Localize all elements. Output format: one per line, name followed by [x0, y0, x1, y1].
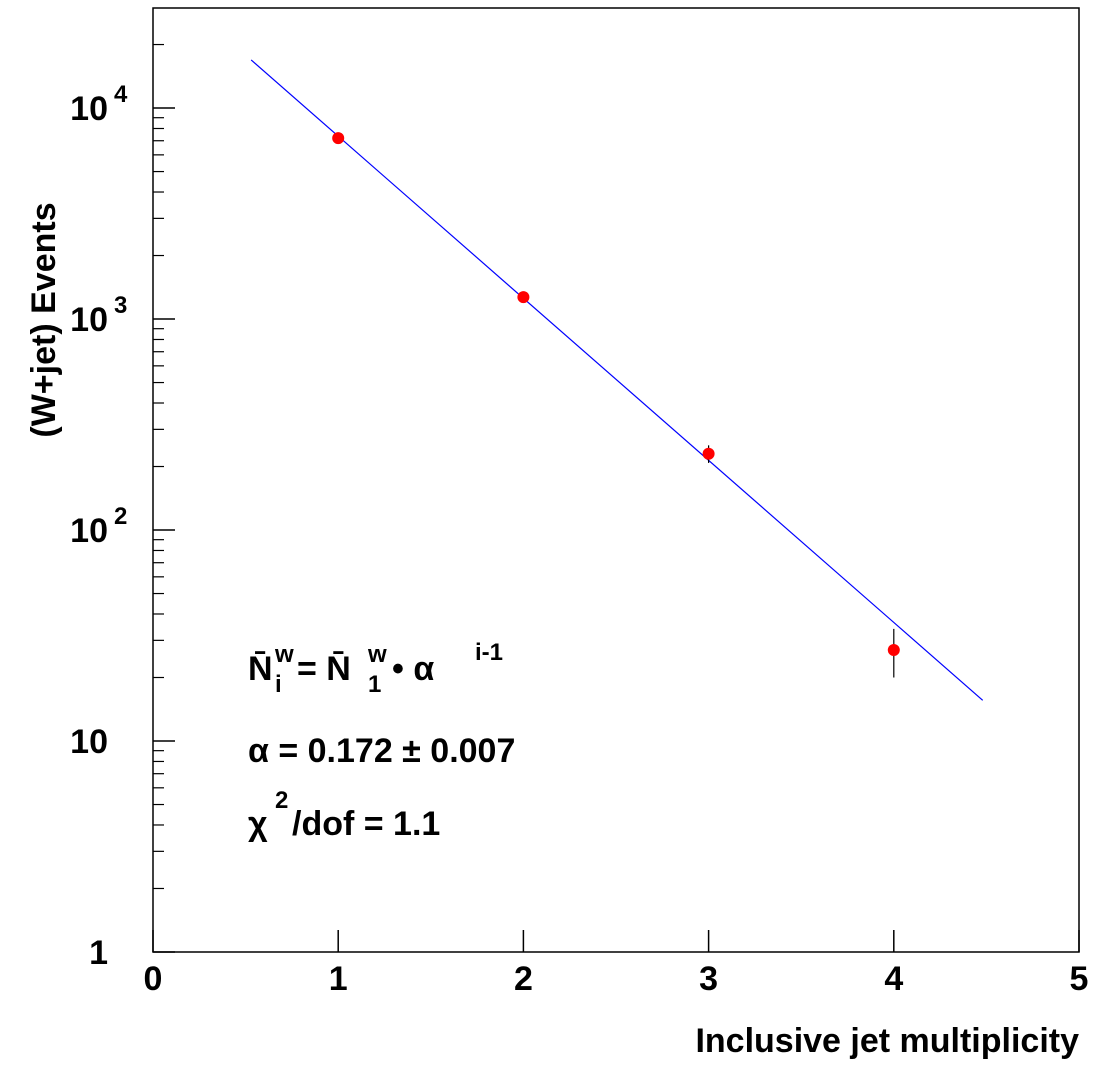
annotation-sup: w — [274, 641, 294, 668]
x-tick-label: 1 — [329, 960, 348, 998]
y-tick-label: 10 — [70, 723, 108, 761]
plot-frame — [152, 7, 1080, 953]
annotation-base: α = 0.172 ± 0.007 — [248, 732, 515, 770]
x-tick-label: 3 — [699, 960, 718, 998]
x-tick-label: 2 — [514, 960, 533, 998]
x-tick-label: 4 — [884, 960, 903, 998]
y-tick-exponent: 4 — [114, 81, 128, 108]
y-axis-title: (W+jet) Events — [25, 202, 63, 437]
annotation-base: χ — [248, 805, 268, 843]
x-tick-label: 5 — [1070, 960, 1089, 998]
data-point — [517, 291, 530, 304]
fit-line — [250, 59, 984, 701]
y-tick-label: 10 — [70, 301, 108, 339]
annotation-sup: 2 — [275, 787, 288, 814]
x-axis-title: Inclusive jet multiplicity — [695, 1022, 1079, 1060]
data-point — [887, 644, 900, 657]
y-tick-exponent: 3 — [114, 292, 127, 319]
y-tick-label: 1 — [89, 934, 108, 972]
annotation-sup: i-1 — [475, 639, 503, 666]
y-tick-exponent: 2 — [114, 503, 127, 530]
annotation-sup: w — [367, 641, 387, 668]
x-tick-label: 0 — [144, 960, 163, 998]
y-tick-label: 10 — [70, 90, 108, 128]
y-tick-label: 10 — [70, 512, 108, 550]
data-point — [332, 132, 345, 145]
annotation-base: N̄ — [248, 650, 273, 688]
annotation-sub: 1 — [368, 671, 381, 698]
annotation-sub: i — [275, 671, 282, 698]
annotation-base: /dof = 1.1 — [292, 805, 440, 843]
annotation-base: • α — [392, 650, 434, 688]
data-point — [702, 447, 715, 460]
annotation-base: = N̄ — [297, 650, 351, 688]
